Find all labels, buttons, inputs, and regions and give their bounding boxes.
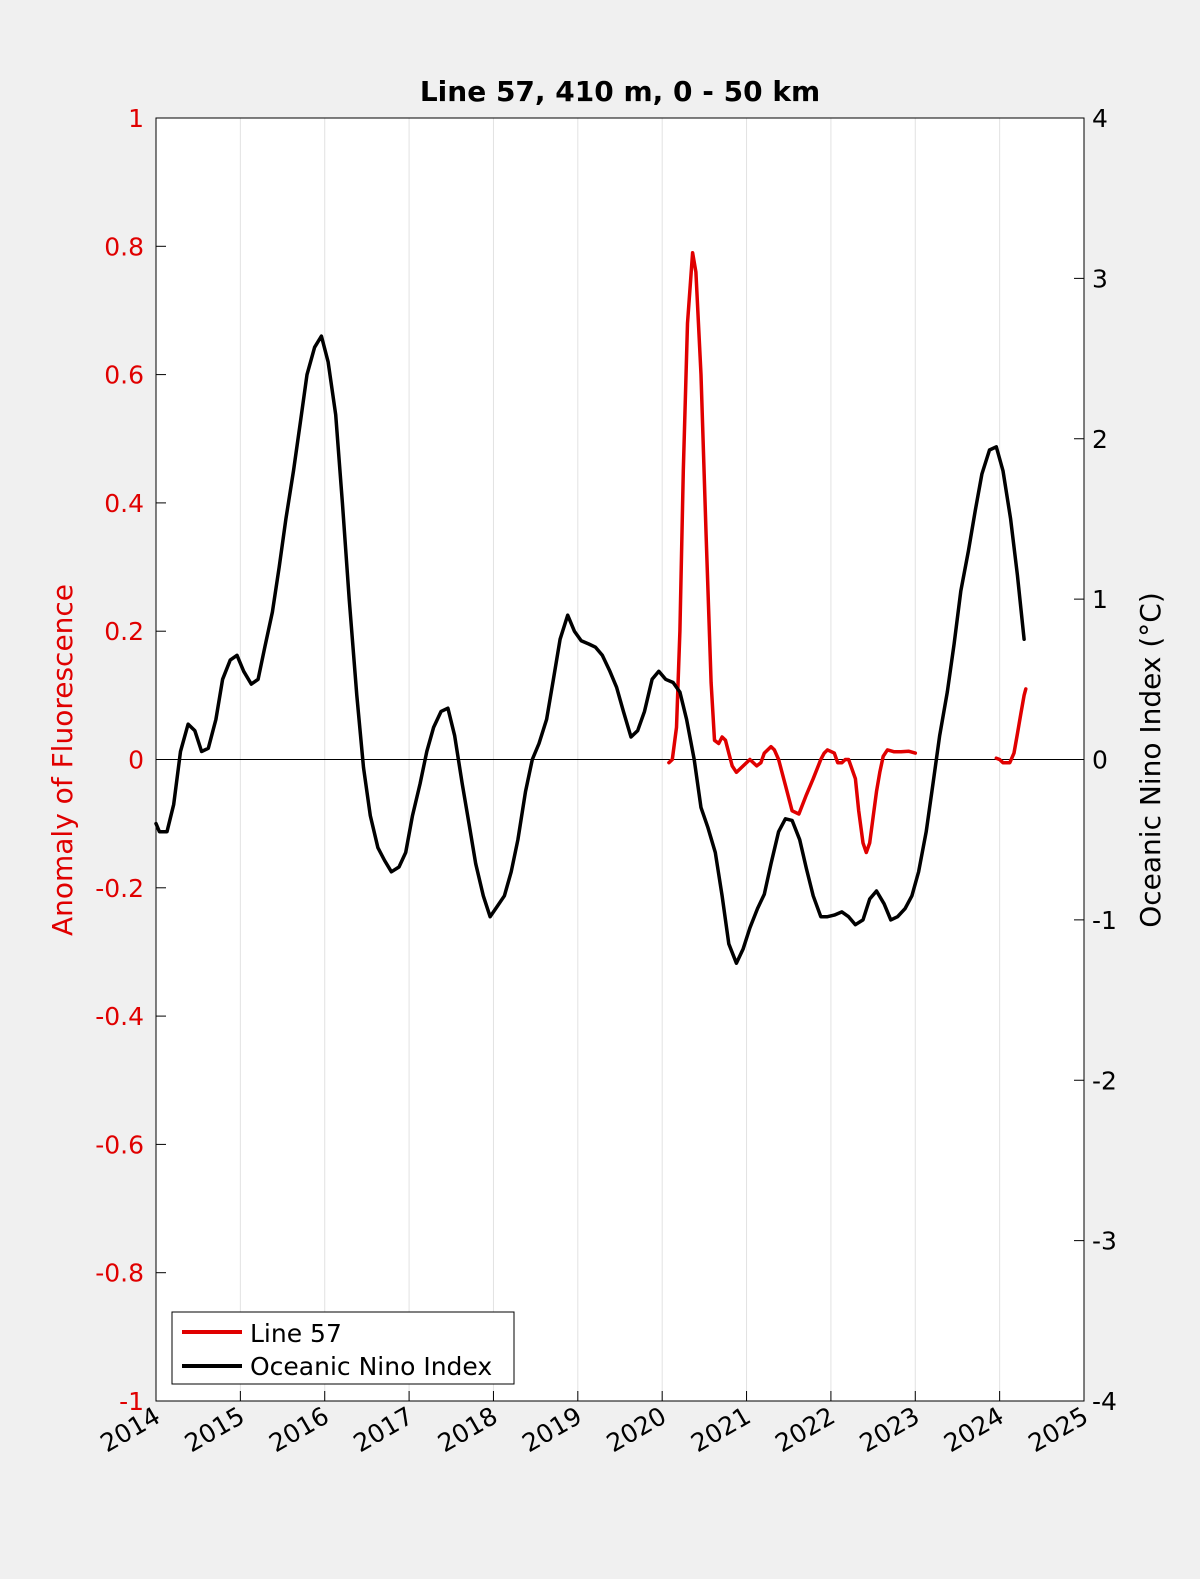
series-line-oceanic-nino-index xyxy=(154,334,1026,965)
chart-title: Line 57, 410 m, 0 - 50 km xyxy=(420,75,820,108)
legend-label-line-57: Line 57 xyxy=(250,1319,342,1348)
x-tick-label-2018: 2018 xyxy=(433,1401,503,1458)
series-line-line-57-segment-2 xyxy=(994,687,1028,765)
right-axis-label: Oceanic Nino Index (°C) xyxy=(1134,592,1167,928)
x-tick-label-2017: 2017 xyxy=(348,1401,418,1458)
x-tick-label-2015: 2015 xyxy=(180,1401,250,1458)
right-tick-label-0: 0 xyxy=(1092,746,1108,775)
left-tick-label-0: 0 xyxy=(128,746,144,775)
x-tick-label-2023: 2023 xyxy=(855,1401,925,1458)
left-axis-label: Anomaly of Fluorescence xyxy=(46,584,79,936)
left-tick-label-0-6: 0.6 xyxy=(104,361,144,390)
series-layer xyxy=(154,250,1028,965)
x-tick-label-2021: 2021 xyxy=(686,1401,756,1458)
x-tick-label-2024: 2024 xyxy=(939,1401,1009,1458)
left-tick-label-1: 1 xyxy=(128,104,144,133)
x-tick-label-2025: 2025 xyxy=(1023,1401,1093,1458)
right-tick-label-2: 2 xyxy=(1092,425,1108,454)
right-tick-label-3: -3 xyxy=(1092,1227,1117,1256)
left-tick-label-0-6: -0.6 xyxy=(95,1130,144,1159)
right-axis: -4 -3 -2 -1 0 1 2 3 4 xyxy=(1074,104,1117,1416)
series-line-line-57-segment-1 xyxy=(667,250,918,855)
left-tick-label-0-4: 0.4 xyxy=(104,489,144,518)
legend: Line 57 Oceanic Nino Index xyxy=(171,1311,515,1385)
x-tick-label-2020: 2020 xyxy=(602,1401,672,1458)
legend-label-oceanic-nino-index: Oceanic Nino Index xyxy=(250,1352,492,1381)
left-tick-label-0-4: -0.4 xyxy=(95,1002,144,1031)
right-tick-label-4: 4 xyxy=(1092,104,1108,133)
right-tick-label-3: 3 xyxy=(1092,264,1108,293)
left-tick-label-0-2: 0.2 xyxy=(104,617,144,646)
right-tick-label-2: -2 xyxy=(1092,1066,1117,1095)
left-tick-label-1: -1 xyxy=(119,1387,144,1416)
left-tick-label-0-2: -0.2 xyxy=(95,874,144,903)
right-tick-label-4: -4 xyxy=(1092,1387,1117,1416)
x-tick-label-2019: 2019 xyxy=(517,1401,587,1458)
x-tick-label-2022: 2022 xyxy=(770,1401,840,1458)
right-tick-label-1: -1 xyxy=(1092,906,1117,935)
left-axis: -1 -0.8 -0.6 -0.4 -0.2 0 0.2 0.4 0.6 0.8 1 xyxy=(95,104,166,1416)
x-tick-label-2016: 2016 xyxy=(264,1401,334,1458)
legend-box xyxy=(171,1311,515,1385)
left-tick-label-0-8: 0.8 xyxy=(104,232,144,261)
left-tick-label-0-8: -0.8 xyxy=(95,1259,144,1288)
right-tick-label-1: 1 xyxy=(1092,585,1108,614)
